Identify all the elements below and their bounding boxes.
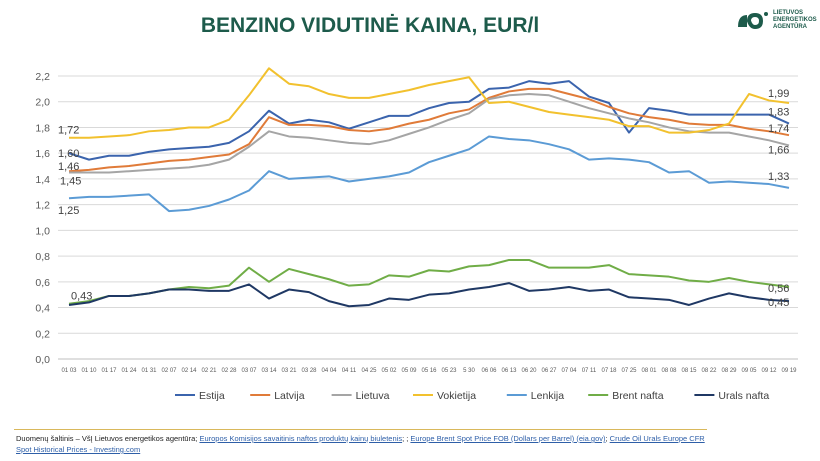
y-tick-label: 1,4 (35, 174, 50, 186)
y-tick-label: 1,6 (35, 148, 50, 160)
data-label-end: 1,99 (768, 88, 789, 100)
x-tick-label: 07 11 (582, 368, 597, 374)
x-tick-label: 08 22 (701, 368, 717, 374)
x-tick-label: 01 17 (101, 368, 117, 374)
source-note: Duomenų šaltinis – VšĮ Lietuvos energeti… (16, 433, 716, 455)
x-tick-label: 09 12 (761, 368, 777, 374)
legend-label: Urals nafta (718, 390, 769, 402)
x-tick-label: 05 23 (441, 368, 457, 374)
y-tick-label: 1,2 (35, 200, 50, 212)
source-link-ec[interactable]: Europos Komisijos savaitinis naftos prod… (199, 434, 403, 443)
x-tick-label: 09 05 (741, 368, 757, 374)
legend-label: Lietuva (356, 390, 390, 402)
data-label-start: 1,72 (58, 125, 79, 137)
data-label-start: 1,60 (58, 148, 79, 160)
series-line-lietuva (69, 93, 790, 174)
data-label-end: 1,66 (768, 144, 789, 156)
chart-title: BENZINO VIDUTINĖ KAINA, EUR/l (200, 14, 540, 37)
data-label-end: 1,74 (768, 123, 789, 135)
x-tick-label: 08 29 (721, 368, 737, 374)
legend-label: Estija (199, 390, 225, 402)
x-tick-label: 04 04 (321, 368, 337, 374)
line-chart: 0,0 0,2 0,4 0,6 0,8 1,0 1,2 1,4 1,6 1,8 2,0 2,2 01 0… (35, 67, 798, 402)
data-label-end: 0,45 (768, 297, 789, 309)
data-label-end: 1,33 (768, 171, 789, 183)
legend-label: Lenkija (531, 390, 564, 402)
x-tick-label: 05 09 (401, 368, 417, 374)
x-tick-label: 06 20 (521, 368, 537, 374)
source-sep: ; (605, 434, 610, 443)
x-tick-label: 07 04 (561, 368, 577, 374)
y-tick-label: 0,0 (35, 354, 50, 366)
x-tick-label: 03 14 (261, 368, 277, 374)
x-tick-label: 03 07 (241, 368, 257, 374)
x-tick-label: 06 13 (501, 368, 517, 374)
data-label-start: 0,43 (71, 291, 92, 303)
logo-icon (738, 11, 768, 29)
legend-label: Latvija (274, 390, 305, 402)
x-tick-label: 02 14 (181, 368, 197, 374)
footer-divider (14, 429, 707, 430)
x-tick-label: 07 25 (621, 368, 637, 374)
x-tick-label: 02 07 (161, 368, 177, 374)
x-tick-label: 08 15 (681, 368, 697, 374)
x-tick-label: 06 27 (541, 368, 557, 374)
x-tick-label: 02 28 (221, 368, 237, 374)
x-tick-label: 01 31 (141, 368, 157, 374)
series-line-latvija (68, 87, 790, 173)
data-label-start: 1,25 (58, 205, 79, 217)
x-tick-label: 04 25 (361, 368, 377, 374)
series-line-vokietija (69, 67, 790, 139)
y-tick-label: 0,2 (35, 328, 50, 340)
data-label-end: 1,83 (768, 107, 789, 119)
source-link-eia[interactable]: Europe Brent Spot Price FOB (Dollars per… (410, 434, 606, 443)
x-tick-label: 03 28 (301, 368, 317, 374)
series-line-estija (68, 80, 790, 161)
x-tick-label: 01 10 (81, 368, 97, 374)
source-sep: ; ; (402, 434, 411, 443)
y-tick-label: 1,8 (35, 122, 50, 134)
x-tick-label: 09 19 (781, 368, 797, 374)
x-tick-label: 04 11 (342, 368, 357, 374)
x-tick-label: 03 21 (281, 368, 297, 374)
x-tick-label: 08 08 (661, 368, 677, 374)
x-tick-label: 02 21 (201, 368, 217, 374)
series-line-lenkija (68, 135, 790, 213)
y-tick-label: 0,4 (35, 303, 50, 315)
data-label-end: 0,56 (768, 283, 789, 295)
series-line-brent-nafta (68, 258, 790, 305)
legend-label: Brent nafta (612, 390, 664, 402)
logo: LIETUVOS ENERGETIKOS AGENTŪRA (735, 10, 817, 31)
x-tick-label: 01 03 (61, 368, 77, 374)
x-tick-label: 07 18 (601, 368, 617, 374)
y-tick-label: 2,2 (35, 71, 50, 83)
logo-text: LIETUVOS ENERGETIKOS AGENTŪRA (773, 10, 817, 30)
x-tick-label: 05 16 (421, 368, 437, 374)
source-prefix: Duomenų šaltinis – VšĮ Lietuvos energeti… (16, 434, 200, 443)
y-tick-label: 2,0 (35, 97, 50, 109)
data-label-start: 1,46 (58, 161, 79, 173)
y-tick-label: 0,6 (35, 277, 50, 289)
source-link-investing[interactable]: Crude Oil Urals Europe CFR Spot Historic… (16, 434, 705, 454)
x-tick-label: 5 30 (463, 368, 475, 374)
y-tick-label: 0,8 (35, 251, 50, 263)
y-tick-label: 1,0 (35, 225, 50, 237)
data-label-start: 1,45 (60, 175, 81, 187)
x-tick-label: 05 02 (381, 368, 397, 374)
x-tick-label: 08 01 (641, 368, 657, 374)
legend-label: Vokietija (437, 390, 476, 402)
x-tick-label: 06 06 (481, 368, 497, 374)
series-line-urals-nafta (68, 282, 790, 308)
x-tick-label: 01 24 (121, 368, 137, 374)
